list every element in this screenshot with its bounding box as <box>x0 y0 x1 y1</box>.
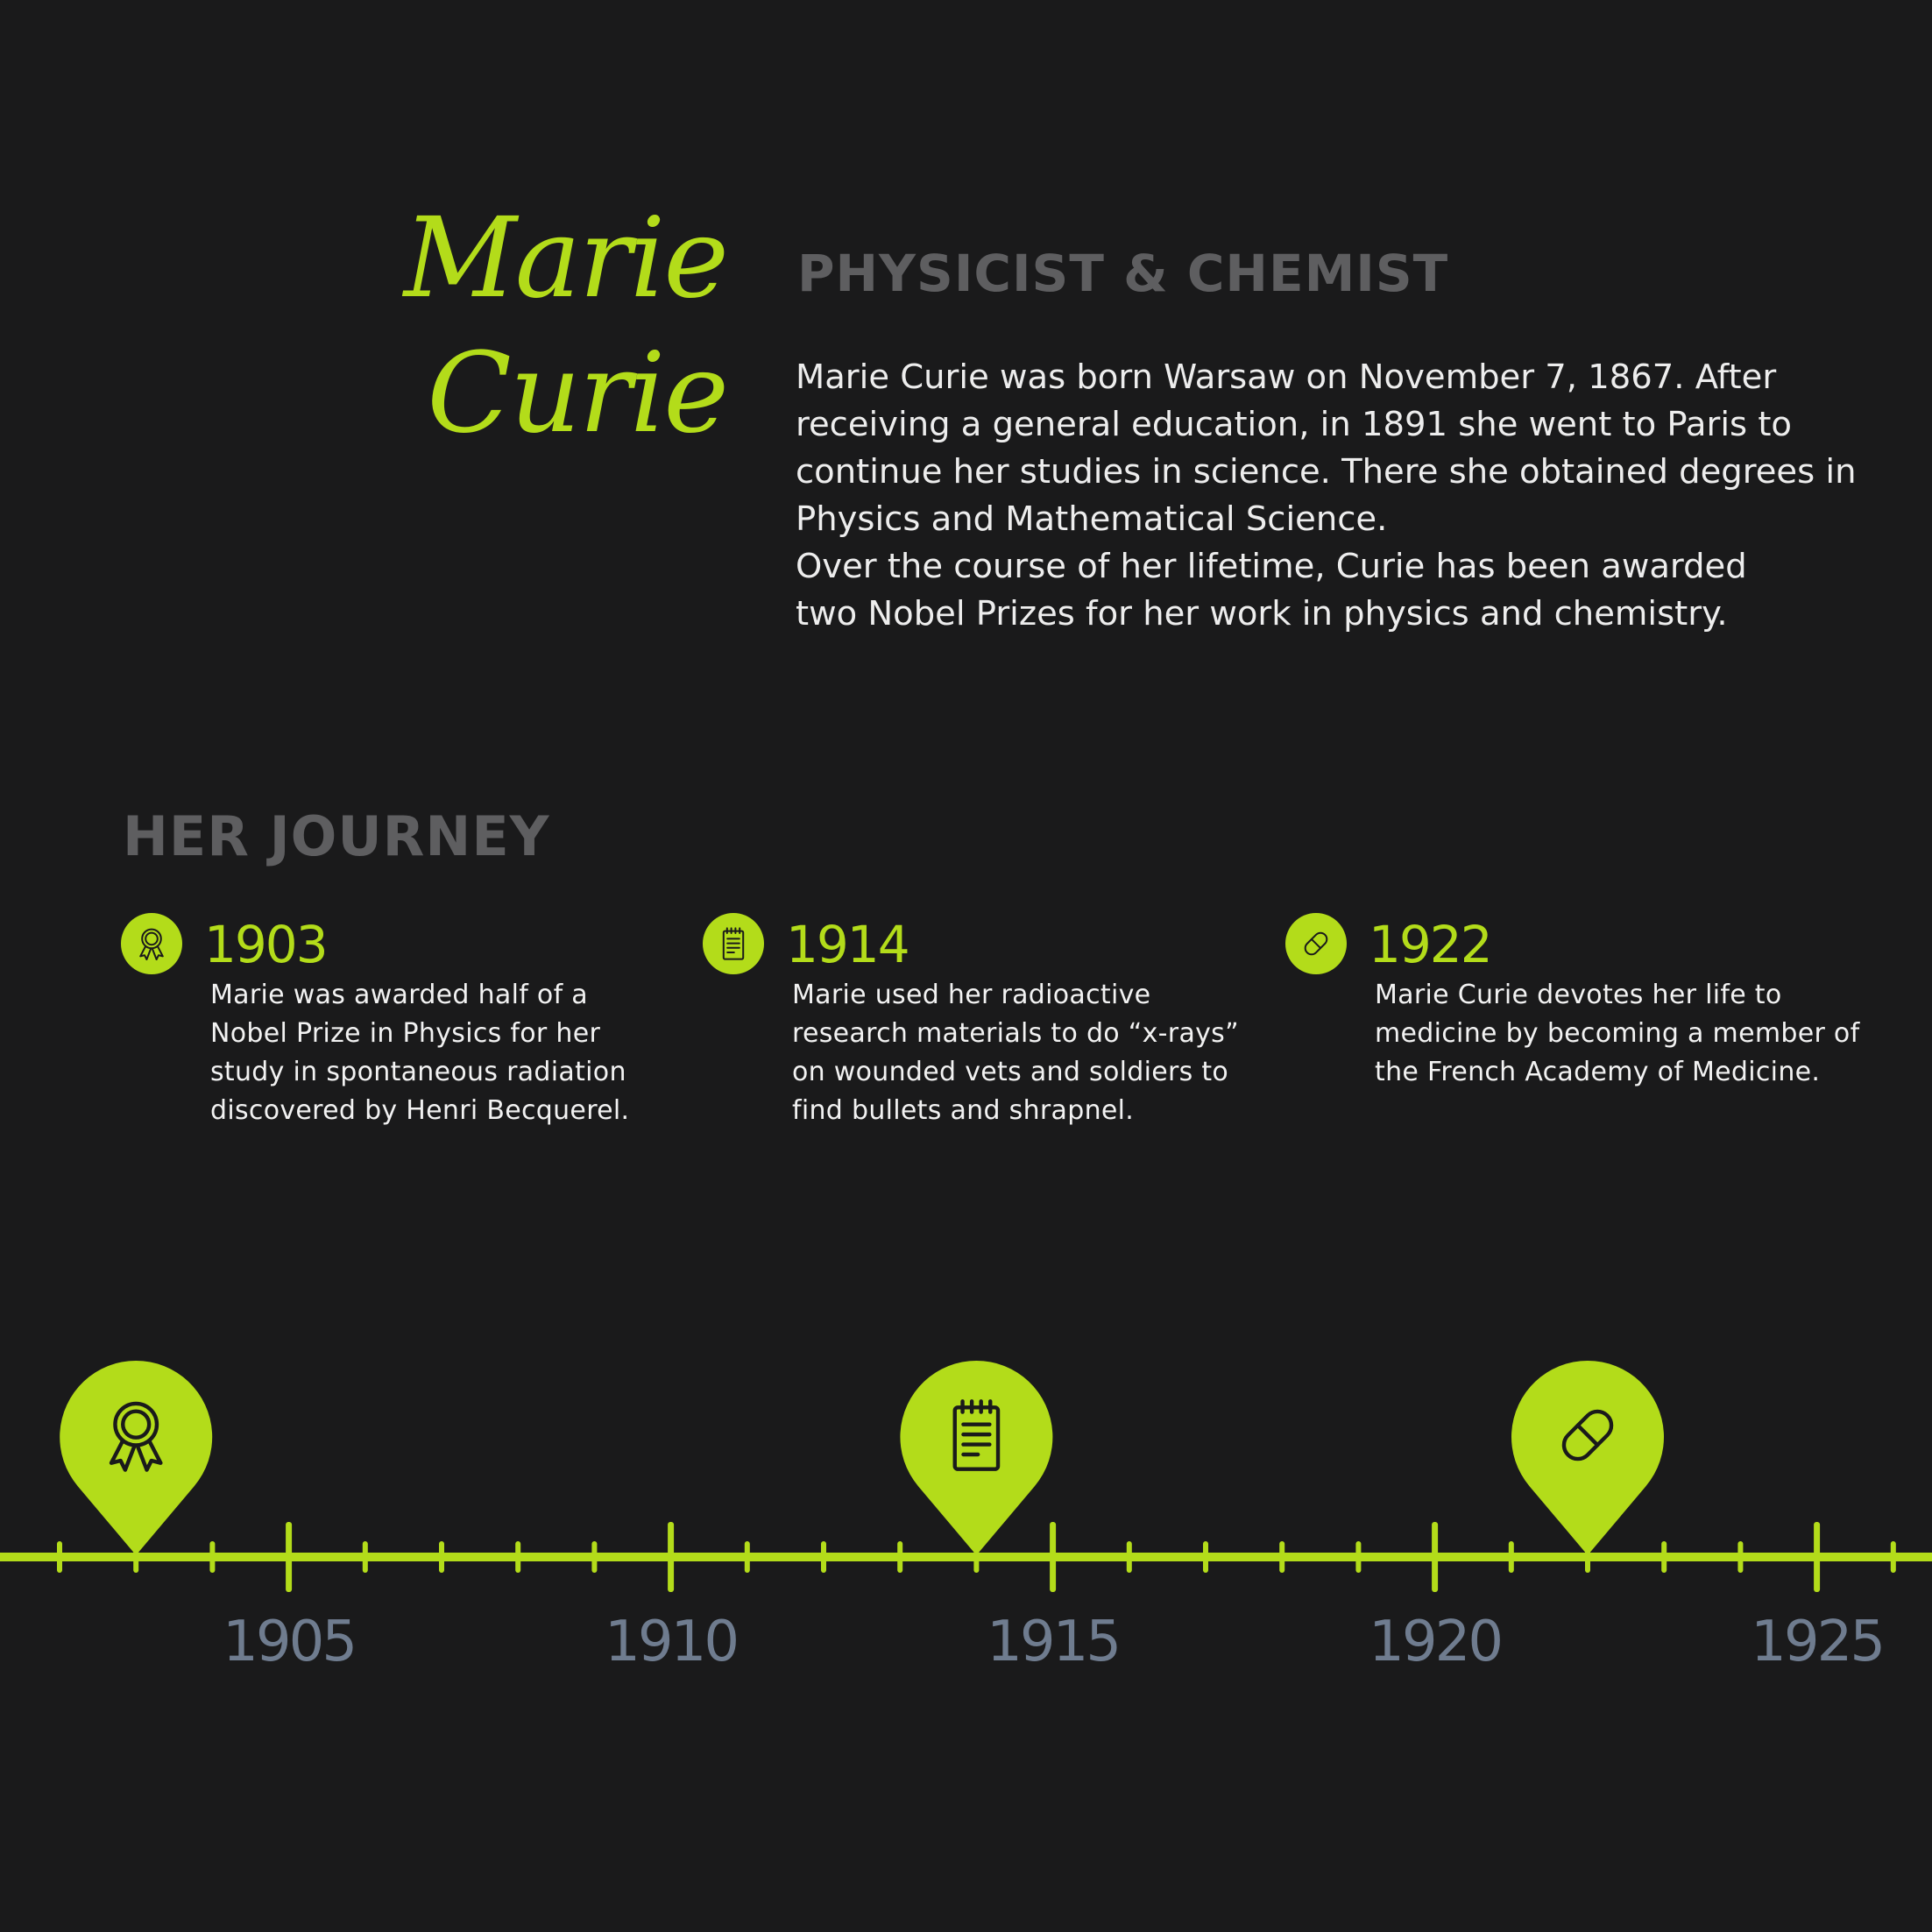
timeline-minor-tick <box>439 1541 444 1573</box>
timeline-minor-tick <box>744 1541 750 1573</box>
bio-line: Over the course of her lifetime, Curie h… <box>796 547 1747 586</box>
timeline-major-tick <box>1050 1522 1057 1592</box>
timeline-year-label: 1925 <box>1751 1610 1883 1674</box>
event-line: study in spontaneous radiation <box>210 1057 626 1087</box>
event-year: 1903 <box>204 915 329 974</box>
timeline-minor-tick <box>1355 1541 1362 1573</box>
timeline-year-label: 1905 <box>223 1610 355 1674</box>
bio-line: receiving a general education, in 1891 s… <box>796 405 1792 444</box>
event-line: Marie was awarded half of a <box>210 980 588 1010</box>
role-heading: PHYSICIST & CHEMIST <box>797 244 1449 303</box>
event-description: Marie used her radioactive research mate… <box>792 976 1283 1130</box>
timeline-marker-pin <box>60 1361 213 1555</box>
event-line: Marie used her radioactive <box>792 980 1151 1010</box>
timeline-year-label: 1920 <box>1369 1610 1501 1674</box>
notepad-icon <box>703 913 764 974</box>
pill-icon <box>1285 913 1347 974</box>
timeline-minor-tick <box>1203 1541 1208 1573</box>
timeline-minor-tick <box>897 1541 903 1573</box>
name-first: Marie <box>403 194 729 322</box>
event-line: medicine by becoming a member of <box>1375 1018 1860 1049</box>
name-last: Curie <box>427 329 729 457</box>
timeline-minor-tick <box>1737 1541 1744 1573</box>
event-line: on wounded vets and soldiers to <box>792 1057 1229 1087</box>
timeline-minor-tick <box>1508 1541 1514 1573</box>
event-year: 1914 <box>786 915 910 974</box>
bio-line: two Nobel Prizes for her work in physics… <box>796 594 1728 633</box>
timeline-minor-tick <box>1126 1541 1132 1573</box>
timeline-axis-line <box>0 1553 1932 1561</box>
timeline-minor-tick <box>57 1541 62 1573</box>
timeline-minor-tick <box>209 1541 216 1573</box>
timeline-year-label: 1915 <box>987 1610 1119 1674</box>
event-line: research materials to do “x-rays” <box>792 1018 1239 1049</box>
bio-line: continue her studies in science. There s… <box>796 452 1857 492</box>
event-line: discovered by Henri Becquerel. <box>210 1095 630 1126</box>
award-ribbon-icon <box>121 913 182 974</box>
timeline-major-tick <box>286 1522 293 1592</box>
event-description: Marie was awarded half of a Nobel Prize … <box>210 976 701 1130</box>
timeline-minor-tick <box>515 1541 521 1573</box>
event-year: 1922 <box>1369 915 1493 974</box>
timeline-marker-pin <box>900 1361 1053 1555</box>
event-line: Nobel Prize in Physics for her <box>210 1018 601 1049</box>
journey-heading: HER JOURNEY <box>123 804 550 868</box>
timeline: 1905 1910 1915 1920 1925 <box>0 1361 1932 1674</box>
timeline-minor-tick <box>821 1541 826 1573</box>
biography: Marie Curie was born Warsaw on November … <box>796 354 1857 638</box>
timeline-major-tick <box>1432 1522 1439 1592</box>
event-description: Marie Curie devotes her life to medicine… <box>1375 976 1865 1092</box>
timeline-marker-pin <box>1511 1361 1664 1555</box>
person-name: Marie Curie <box>403 191 729 461</box>
timeline-minor-tick <box>1890 1541 1896 1573</box>
event-line: find bullets and shrapnel. <box>792 1095 1135 1126</box>
bio-line: Marie Curie was born Warsaw on November … <box>796 357 1777 397</box>
event-line: the French Academy of Medicine. <box>1375 1057 1821 1087</box>
timeline-minor-tick <box>591 1541 598 1573</box>
timeline-minor-tick <box>1661 1541 1667 1573</box>
timeline-major-tick <box>1814 1522 1821 1592</box>
bio-line: Physics and Mathematical Science. <box>796 499 1388 539</box>
timeline-minor-tick <box>362 1541 368 1573</box>
timeline-minor-tick <box>1279 1541 1285 1573</box>
timeline-major-tick <box>668 1522 675 1592</box>
event-line: Marie Curie devotes her life to <box>1375 980 1782 1010</box>
timeline-year-label: 1910 <box>605 1610 737 1674</box>
